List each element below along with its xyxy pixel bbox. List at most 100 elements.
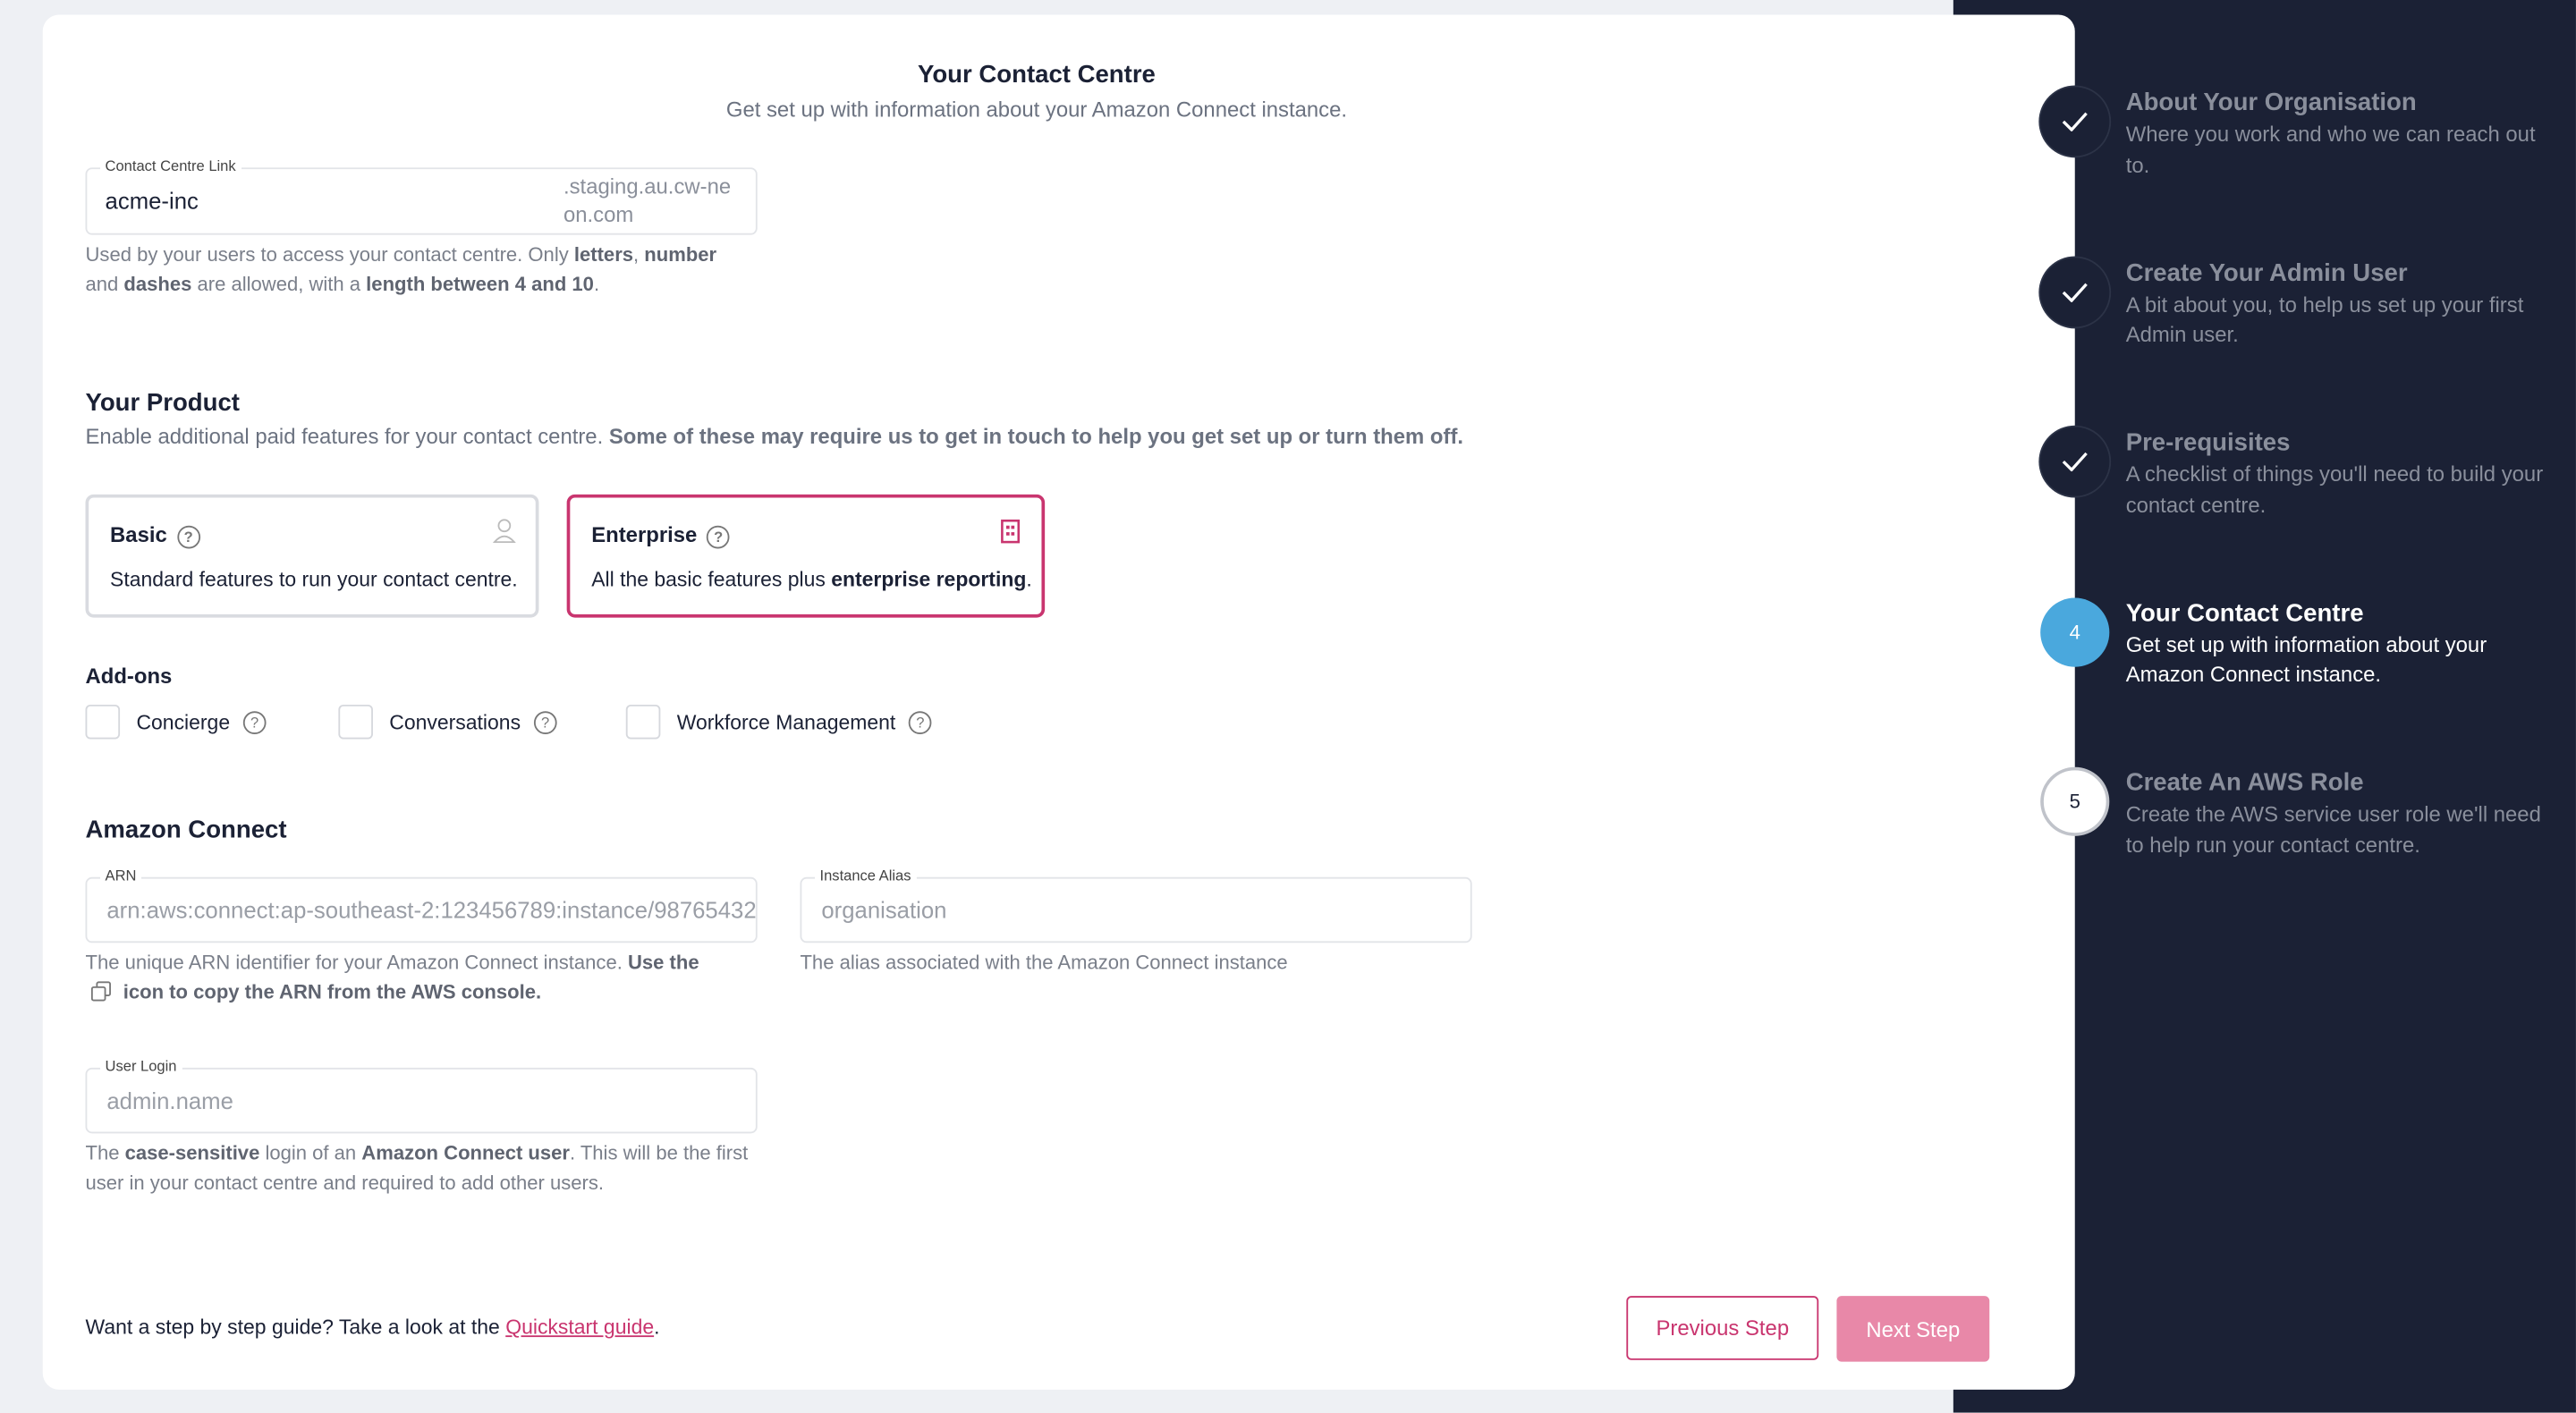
copy-icon — [90, 981, 111, 1002]
text: case-sensitive — [124, 1141, 260, 1165]
check-icon — [2062, 282, 2088, 302]
user-login-input[interactable]: admin.name — [85, 1067, 758, 1134]
help-text: The case-sensitive login of an Amazon Co… — [86, 1138, 767, 1197]
check-icon — [2062, 112, 2088, 131]
text: letters — [573, 242, 634, 267]
input-value: acme-inc — [105, 187, 199, 214]
text: . — [654, 1316, 660, 1339]
text: Use the — [627, 951, 699, 975]
text: The unique ARN identifier for your Amazo… — [85, 951, 628, 975]
step: Pre-requisites A checklist of things you'… — [2126, 428, 2556, 520]
text: dashes — [123, 272, 192, 296]
step: Your Contact Centre Get set up with infor… — [2126, 598, 2556, 690]
text: Enterprise — [591, 522, 698, 547]
step-desc: Get set up with information about your A… — [2125, 631, 2487, 687]
text: Basic — [110, 522, 167, 547]
step-desc: Where you work and who we can reach out … — [2125, 121, 2536, 177]
alias-input[interactable]: organisation — [800, 876, 1472, 943]
text: length between 4 and 10 — [366, 272, 594, 296]
help-text: The unique ARN identifier for your Amazo… — [86, 948, 743, 1007]
quickstart-link[interactable]: Quickstart guide — [505, 1316, 655, 1339]
step-desc: A bit about you, to help us set up your … — [2125, 292, 2524, 347]
next-button[interactable]: Next Step — [1836, 1296, 1990, 1362]
step-number: 4 — [2040, 597, 2110, 666]
text: Amazon Connect user — [361, 1141, 570, 1165]
arn-input[interactable]: arn:aws:connect:ap-southeast-2:123456789… — [85, 876, 758, 943]
step-desc: A checklist of things you'll need to bui… — [2125, 461, 2544, 517]
text: Some of these may require us to get in t… — [608, 423, 1464, 449]
section-desc: Enable additional paid features for your… — [86, 424, 1464, 449]
building-icon — [1001, 519, 1021, 544]
text: . — [1026, 568, 1032, 592]
step: Create An AWS Role Create the AWS service… — [2126, 769, 2556, 861]
step-desc: Create the AWS service user role we'll n… — [2125, 801, 2541, 857]
addon[interactable]: Concierge? — [85, 704, 267, 740]
step-title: Pre-requisites — [2125, 428, 2291, 457]
addon-label: Workforce Management — [676, 710, 896, 734]
text: login of an — [259, 1141, 362, 1165]
step-number: 5 — [2040, 766, 2110, 836]
help-text: Used by your users to access your contac… — [86, 240, 759, 299]
step-done — [2040, 87, 2110, 157]
addon-label: Conversations — [389, 710, 521, 734]
addons-title: Add-ons — [85, 664, 173, 689]
form-card — [42, 14, 2075, 1390]
guide-text: Want a step by step guide? Take a look a… — [86, 1316, 660, 1339]
page-subtitle: Get set up with information about your A… — [725, 97, 1348, 122]
check-icon — [2062, 452, 2088, 472]
previous-button[interactable]: Previous Step — [1626, 1296, 1819, 1360]
text: , — [633, 242, 645, 267]
checkbox[interactable] — [85, 704, 121, 740]
step-done — [2040, 427, 2110, 496]
field-label: Instance Alias — [815, 867, 917, 884]
section-title: Amazon Connect — [85, 816, 287, 845]
addon-label: Concierge — [136, 710, 231, 734]
field-label: User Login — [100, 1057, 182, 1075]
help-icon[interactable]: ? — [533, 710, 557, 734]
text: icon to copy the ARN from the AWS consol… — [123, 980, 542, 1004]
plan-desc: All the basic features plus enterprise r… — [591, 568, 1032, 591]
text: Want a step by step guide? Take a look a… — [85, 1316, 506, 1339]
contact-link-input[interactable] — [85, 167, 758, 235]
text: Enable additional paid features for your… — [85, 423, 609, 449]
text: Used by your users to access your contac… — [85, 242, 574, 267]
text: All the basic features plus — [591, 568, 832, 592]
help-icon[interactable]: ? — [707, 524, 731, 548]
help-icon[interactable]: ? — [909, 710, 932, 734]
field-label: Contact Centre Link — [100, 157, 242, 174]
checkbox[interactable] — [625, 704, 661, 740]
help-icon[interactable]: ? — [242, 710, 267, 734]
page-title: Your Contact Centre — [918, 60, 1156, 89]
placeholder: arn:aws:connect:ap-southeast-2:123456789… — [106, 896, 758, 924]
step-title: Your Contact Centre — [2125, 598, 2364, 627]
step: Create Your Admin User A bit about you, t… — [2126, 258, 2556, 351]
plan-card[interactable]: Enterprise? All the basic features plus … — [566, 494, 1046, 618]
text: . — [593, 272, 600, 296]
placeholder: admin.name — [106, 1087, 233, 1114]
step-done — [2040, 257, 2110, 326]
plan-name: Basic? — [110, 522, 200, 548]
checkbox[interactable] — [338, 704, 373, 740]
step-title: About Your Organisation — [2125, 89, 2417, 117]
field-label: ARN — [100, 867, 141, 884]
plan-desc: Standard features to run your contact ce… — [110, 568, 518, 592]
addon[interactable]: Conversations? — [338, 704, 557, 740]
placeholder: organisation — [821, 896, 947, 924]
addon[interactable]: Workforce Management? — [625, 704, 932, 740]
text: and — [85, 272, 124, 296]
step-title: Create An AWS Role — [2125, 768, 2364, 797]
text: . This will be the first user in your co… — [85, 1141, 749, 1195]
text: number — [644, 242, 717, 267]
text: enterprise reporting — [831, 568, 1027, 592]
plan-name: Enterprise? — [591, 522, 731, 548]
help-text: The alias associated with the Amazon Con… — [800, 951, 1288, 975]
text: The — [85, 1141, 125, 1165]
text: are allowed, with a — [191, 272, 367, 296]
input-suffix: .staging.au.cw-neon.com — [563, 173, 732, 227]
help-icon[interactable]: ? — [176, 524, 200, 548]
plan-card[interactable]: Basic? Standard features to run your con… — [85, 494, 539, 618]
user-icon — [493, 519, 516, 544]
section-title: Your Product — [85, 389, 240, 418]
